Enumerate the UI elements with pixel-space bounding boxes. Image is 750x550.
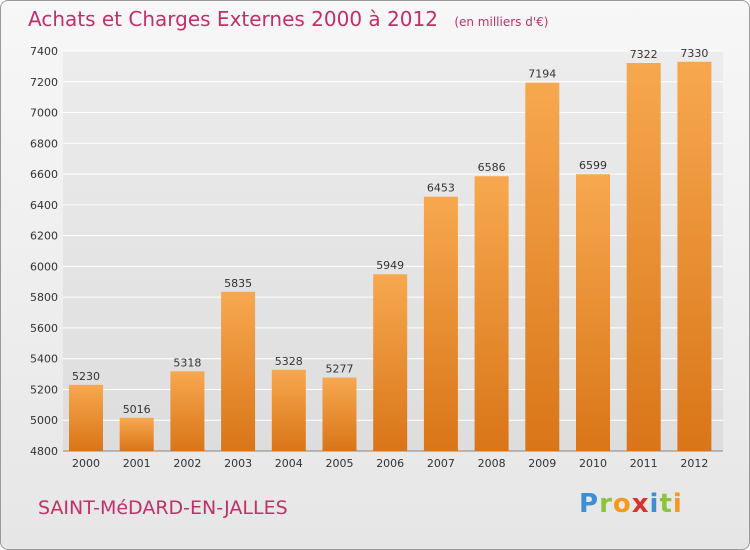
x-tick-label: 2010 (579, 457, 607, 470)
data-labels: 5230 5016 5318 5835 5328 5277 5949 6453 6586 7194… (72, 47, 708, 416)
data-label: 7194 (528, 68, 556, 81)
logo-letter: o (612, 489, 632, 519)
bar (373, 274, 408, 451)
x-tick-label: 2003 (224, 457, 252, 470)
y-tick-label: 7000 (30, 107, 58, 120)
bar (525, 82, 560, 451)
data-label: 5949 (376, 259, 404, 272)
x-tick-label: 2012 (680, 457, 708, 470)
bar (170, 371, 205, 451)
data-label: 5835 (224, 277, 252, 290)
logo-letter: x (631, 489, 650, 519)
y-axis: 4800 5000 5200 5400 5600 5800 6000 6200 6400 6600… (30, 45, 58, 458)
y-tick-label: 6400 (30, 199, 58, 212)
data-label: 5016 (123, 403, 151, 416)
chart-title: Achats et Charges Externes 2000 à 2012 (… (28, 7, 548, 31)
bar (322, 377, 357, 451)
x-tick-label: 2001 (123, 457, 151, 470)
city-name: SAINT-MéDARD-EN-JALLES (38, 497, 288, 519)
y-tick-label: 5600 (30, 322, 58, 335)
data-label: 6453 (427, 182, 455, 195)
data-label: 5277 (326, 363, 354, 376)
data-label: 5318 (173, 356, 201, 369)
x-tick-label: 2007 (427, 457, 455, 470)
bar (474, 176, 509, 451)
y-tick-label: 5400 (30, 353, 58, 366)
chart-unit: (en milliers d'€) (454, 15, 549, 29)
y-tick-label: 4800 (30, 445, 58, 458)
bar (576, 174, 610, 451)
logo-letter: P (579, 489, 600, 519)
bar (677, 61, 712, 452)
bar (119, 417, 154, 451)
y-tick-label: 6200 (30, 230, 58, 243)
logo-letter: i (649, 489, 660, 519)
x-axis: 2000 2001 2002 2003 2004 2005 2006 2007 2008 2009… (72, 457, 708, 470)
bar (221, 291, 256, 451)
y-tick-label: 6600 (30, 168, 58, 181)
bar (626, 63, 661, 451)
x-tick-label: 2002 (173, 457, 201, 470)
data-label: 6599 (579, 159, 607, 172)
proxiti-logo[interactable]: Proxiti (579, 489, 683, 519)
logo-letter: i (672, 489, 683, 519)
x-tick-label: 2011 (630, 457, 658, 470)
data-label: 7330 (680, 47, 708, 60)
x-tick-label: 2006 (376, 457, 404, 470)
x-tick-label: 2005 (326, 457, 354, 470)
y-tick-label: 7200 (30, 76, 58, 89)
x-tick-label: 2008 (478, 457, 506, 470)
x-tick-label: 2004 (275, 457, 303, 470)
bars (69, 61, 712, 452)
y-tick-label: 7400 (30, 45, 58, 58)
chart-title-text: Achats et Charges Externes 2000 à 2012 (28, 7, 438, 31)
x-tick-label: 2000 (72, 457, 100, 470)
bar (423, 196, 458, 451)
y-tick-label: 6800 (30, 137, 58, 150)
bar (271, 369, 306, 451)
y-tick-label: 6000 (30, 260, 58, 273)
y-tick-label: 5000 (30, 414, 58, 427)
bar (69, 384, 103, 451)
logo-letter: t (659, 489, 673, 519)
logo-letter: r (599, 489, 613, 519)
y-tick-label: 5200 (30, 383, 58, 396)
data-label: 5230 (72, 370, 100, 383)
data-label: 7322 (630, 48, 658, 61)
y-tick-label: 5800 (30, 291, 58, 304)
data-label: 6586 (478, 161, 506, 174)
data-label: 5328 (275, 355, 303, 368)
x-tick-label: 2009 (528, 457, 556, 470)
